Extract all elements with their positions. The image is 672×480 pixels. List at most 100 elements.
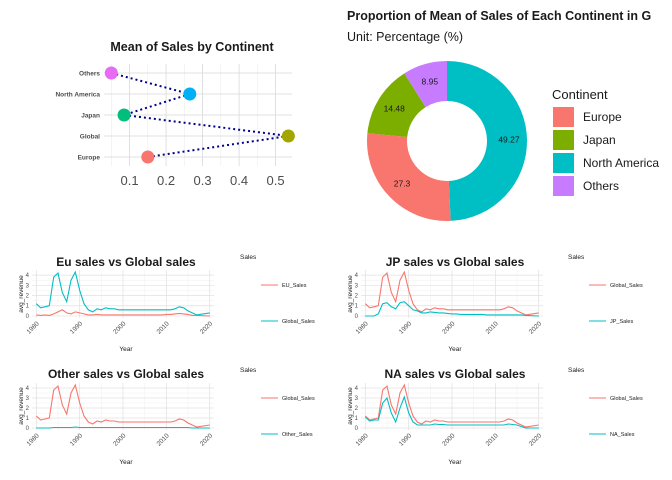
na-y-tick-label: 0 <box>355 426 359 432</box>
eu-chart-xlabel: Year <box>119 346 133 353</box>
na-legend-label: NA_Sales <box>610 432 635 438</box>
dot-chart-plot-area: 0.1 0.2 0.3 0.4 0.5 Europe Global Japan North Am… <box>55 64 295 188</box>
donut-slice-japan <box>367 73 426 138</box>
jp-legend-title: Sales <box>568 254 585 261</box>
eu-series-line-eu_sales <box>36 309 210 317</box>
eu-chart-title: Eu sales vs Global sales <box>56 255 196 269</box>
na-series-line-na_sales <box>364 395 539 429</box>
other-chart-title: Other sales vs Global sales <box>48 367 204 381</box>
eu-y-tick-label: 3 <box>26 283 30 289</box>
eu-legend-label: Global_Sales <box>282 319 315 325</box>
dot-point-global <box>281 129 295 143</box>
other-chart-ylabel: avg_revenue <box>18 387 25 425</box>
other-legend-label: Other_Sales <box>282 432 313 438</box>
na-chart-ylabel: avg_revenue <box>347 387 354 425</box>
na-legend-title: Sales <box>568 367 585 374</box>
donut-slice-label: 8.95 <box>422 76 439 86</box>
donut-legend-label: Japan <box>583 133 616 147</box>
dot-connector <box>147 135 289 158</box>
donut-legend-swatch <box>553 153 574 173</box>
na-y-tick-label: 3 <box>355 396 359 402</box>
donut-legend-label: North America <box>583 156 659 170</box>
na-y-tick-label: 1 <box>355 416 359 422</box>
na-legend: Global_Sales NA_Sales <box>589 396 643 438</box>
dot-y-tick-label: North America <box>55 92 100 99</box>
other-series-line-global_sales <box>35 383 210 428</box>
jp-y-tick-label: 1 <box>355 304 359 310</box>
eu-legend-title: Sales <box>240 254 257 261</box>
dot-y-tick-label: Others <box>79 71 100 78</box>
na-chart-title: NA sales vs Global sales <box>385 367 526 381</box>
other-legend-label: Global_Sales <box>282 396 315 402</box>
dot-x-tick-label: 0.2 <box>157 173 175 188</box>
jp-legend-label: JP_Sales <box>610 319 633 325</box>
dot-x-tick-label: 0.5 <box>267 173 285 188</box>
jp-chart-xlabel: Year <box>448 346 462 353</box>
eu-y-tick-label: 0 <box>26 314 30 320</box>
dot-connector <box>111 72 191 95</box>
donut-chart-title: Proportion of Mean of Sales of Each Cont… <box>347 9 651 23</box>
eu-legend-label: EU_Sales <box>282 283 307 289</box>
donut-legend-label: Europe <box>583 110 622 124</box>
jp-chart-ylabel: avg_revenue <box>347 275 354 313</box>
donut-chart: Proportion of Mean of Sales of Each Cont… <box>347 9 659 222</box>
dot-x-tick-label: 0.3 <box>194 173 212 188</box>
donut-legend-swatch <box>553 130 574 150</box>
dot-chart-title: Mean of Sales by Continent <box>110 40 274 54</box>
donut-legend-title: Continent <box>552 87 608 102</box>
donut-legend-label: Others <box>583 179 619 193</box>
donut-chart-subtitle: Unit: Percentage (%) <box>347 30 463 44</box>
other-y-tick-label: 0 <box>26 426 30 432</box>
jp-y-tick-label: 3 <box>355 283 359 289</box>
donut-slice-europe <box>367 133 451 222</box>
na-y-tick-label: 2 <box>355 406 359 412</box>
na-legend-label: Global_Sales <box>610 396 643 402</box>
other-legend: Global_Sales Other_Sales <box>261 396 315 438</box>
eu-legend: EU_Sales Global_Sales <box>261 283 315 325</box>
jp-chart-title: JP sales vs Global sales <box>386 255 525 269</box>
dot-point-japan <box>117 108 131 122</box>
eu-y-tick-label: 4 <box>26 273 30 279</box>
dot-point-north-america <box>183 87 197 101</box>
eu-y-tick-label: 1 <box>26 304 30 310</box>
jp-series-line-jp_sales <box>365 301 539 317</box>
donut-slice-label: 49.27 <box>498 135 520 145</box>
jp-y-tick-label: 2 <box>355 294 359 300</box>
other-y-tick-label: 4 <box>26 386 30 392</box>
dot-connector <box>123 93 191 116</box>
donut-slice-label: 27.3 <box>394 179 411 189</box>
donut-legend: Europe Japan North America Others <box>553 107 659 196</box>
jp-y-tick-label: 0 <box>355 314 359 320</box>
dot-chart: Mean of Sales by Continent 0.1 0.2 0.3 0.4 0… <box>55 40 295 188</box>
other-y-tick-label: 3 <box>26 396 30 402</box>
donut-slice-others <box>404 61 447 108</box>
jp-legend: Global_Sales JP_Sales <box>589 283 643 325</box>
donut-legend-swatch <box>553 176 574 196</box>
donut-chart-plot-area: 49.27 27.3 14.48 8.95 <box>367 61 528 222</box>
dot-y-tick-label: Europe <box>78 155 101 162</box>
other-chart-xlabel: Year <box>119 459 133 466</box>
eu-chart-ylabel: avg_revenue <box>18 275 25 313</box>
dot-y-tick-label: Global <box>80 134 100 141</box>
donut-slice-north-america <box>447 61 528 221</box>
other-series-line-other_sales <box>36 426 210 429</box>
dot-x-tick-label: 0.4 <box>230 173 248 188</box>
other-y-tick-label: 1 <box>26 416 30 422</box>
na-y-tick-label: 4 <box>355 386 359 392</box>
jp-legend-label: Global_Sales <box>610 283 643 289</box>
dot-y-tick-label: Japan <box>81 113 100 120</box>
jp-series-line-global_sales <box>364 270 539 316</box>
donut-slice-label: 14.48 <box>384 103 406 113</box>
jp-y-tick-label: 4 <box>355 273 359 279</box>
na-series-line-global_sales <box>364 383 539 428</box>
eu-series-line-global_sales <box>35 270 210 316</box>
dot-point-europe <box>141 150 155 164</box>
dot-point-others <box>104 66 118 80</box>
dot-x-tick-label: 0.1 <box>121 173 139 188</box>
other-legend-title: Sales <box>240 367 257 374</box>
donut-legend-swatch <box>553 107 574 127</box>
